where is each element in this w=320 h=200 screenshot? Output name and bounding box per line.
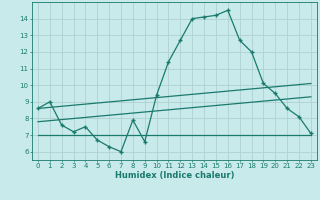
X-axis label: Humidex (Indice chaleur): Humidex (Indice chaleur) bbox=[115, 171, 234, 180]
